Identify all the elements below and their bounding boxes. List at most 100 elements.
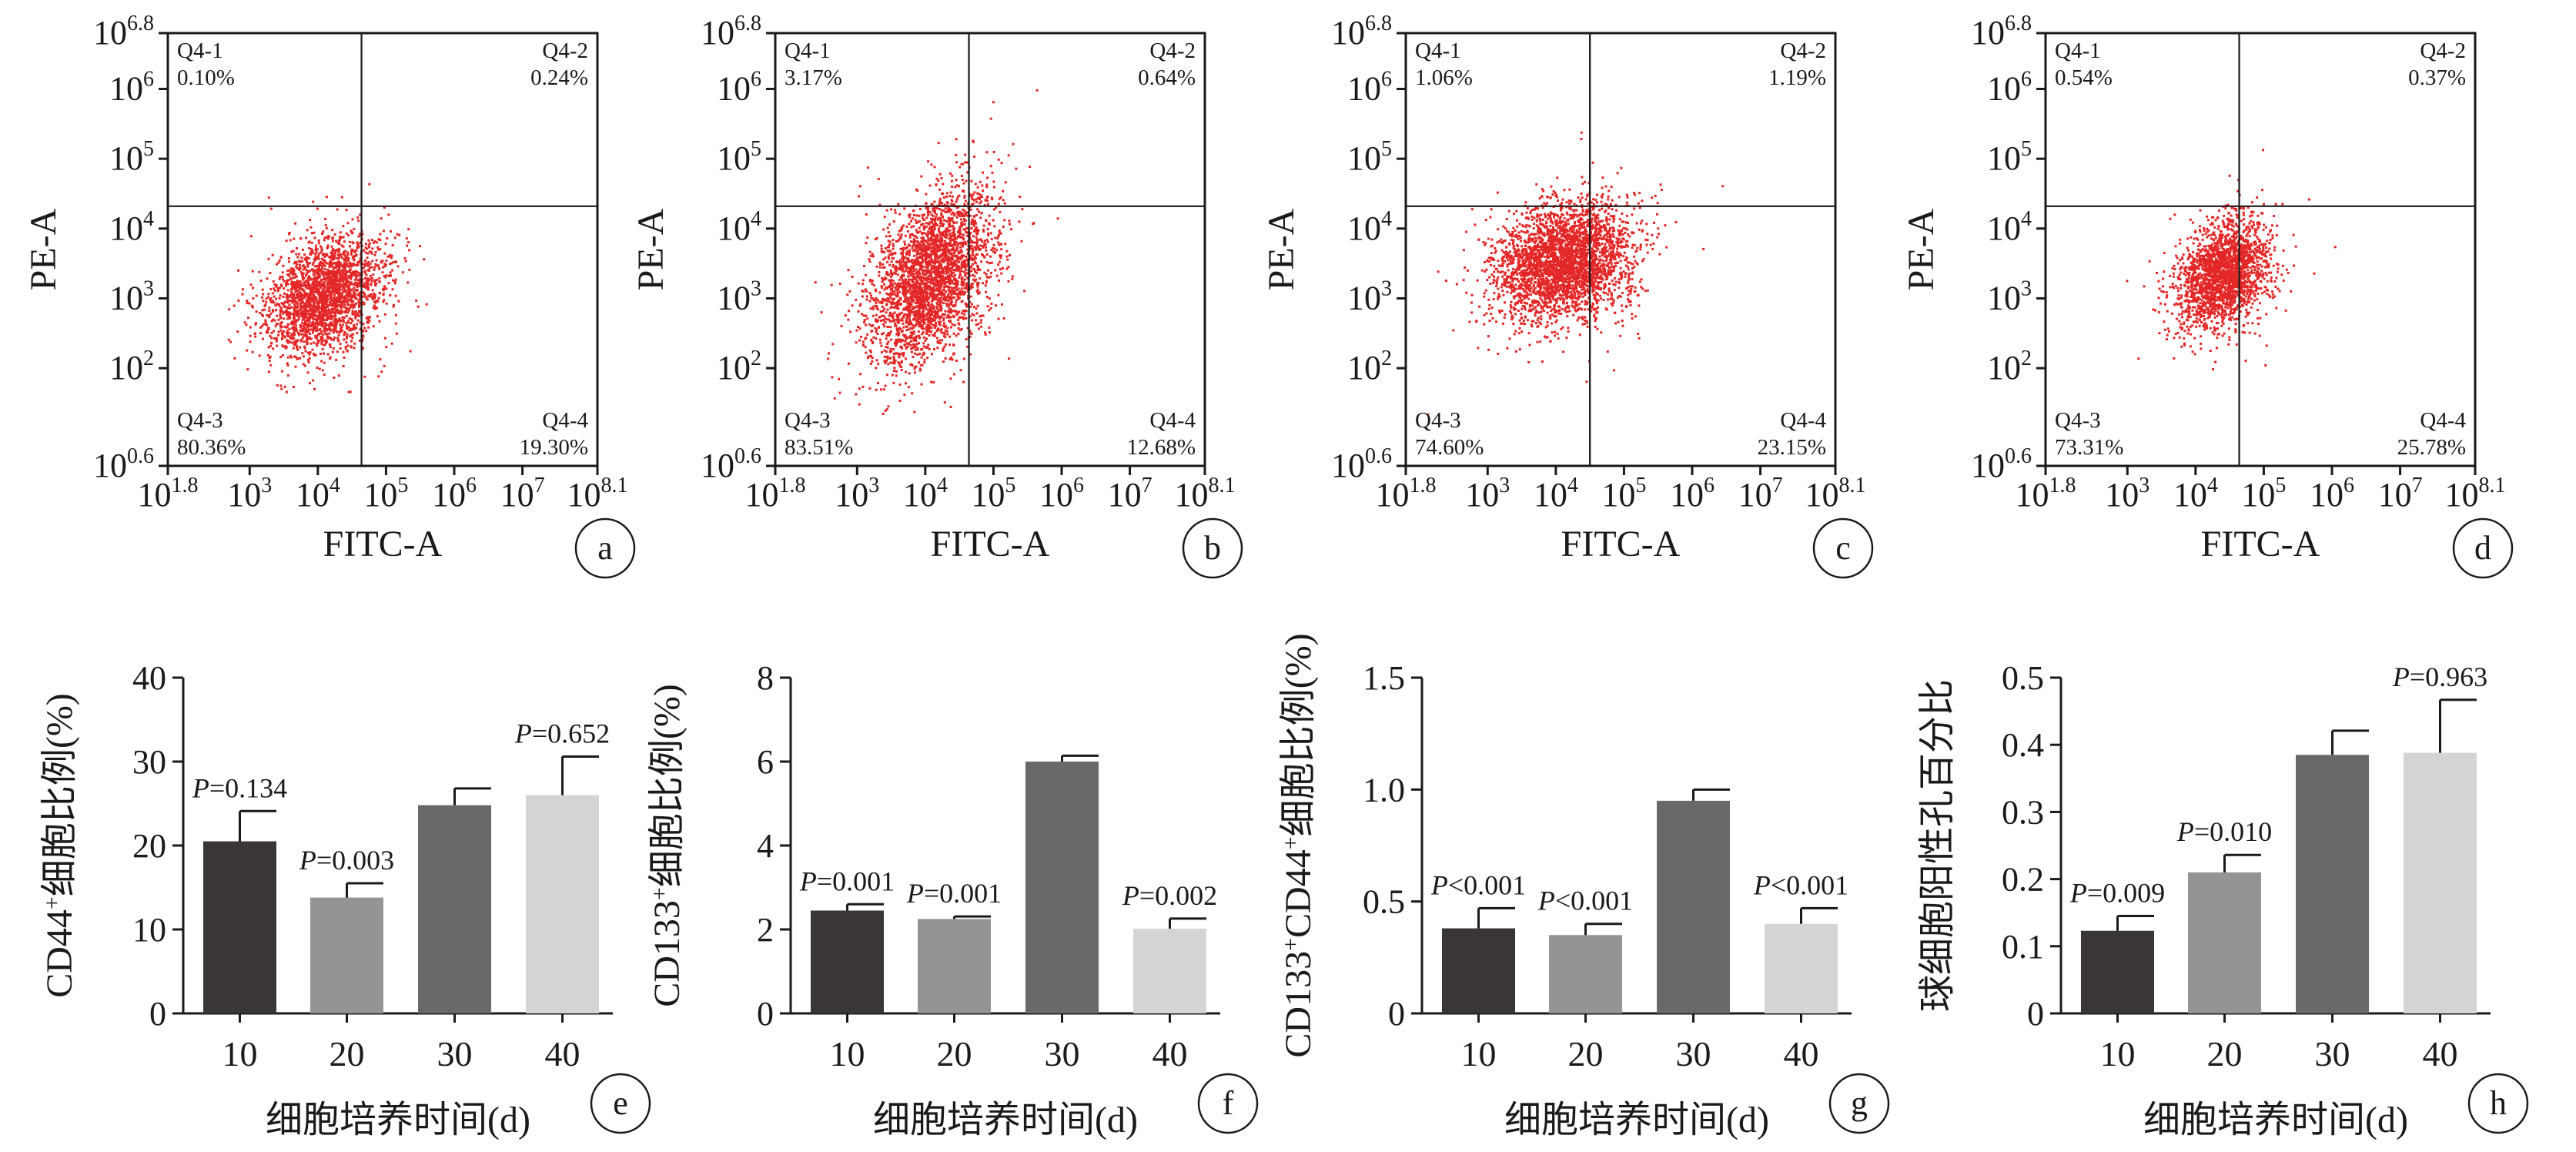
scatter-point [952, 231, 955, 234]
scatter-point [346, 222, 350, 225]
scatter-point [334, 266, 337, 269]
scatter-point [946, 333, 949, 336]
scatter-point [863, 321, 866, 323]
scatter-point [977, 323, 980, 326]
scatter-point [902, 353, 905, 356]
scatter-point [346, 333, 349, 336]
scatter-point [312, 290, 315, 293]
scatter-point [291, 292, 293, 295]
scatter-point [940, 214, 943, 217]
scatter-point [279, 294, 282, 297]
scatter-point [371, 289, 374, 292]
scatter-point [874, 288, 877, 291]
scatter-point [887, 286, 890, 289]
scatter-point [288, 327, 291, 330]
scatter-point [899, 353, 902, 356]
scatter-point [938, 256, 942, 260]
scatter-point [294, 365, 297, 368]
scatter-point [912, 262, 915, 265]
scatter-point [959, 369, 962, 372]
scatter-point [326, 236, 328, 239]
scatter-point [316, 315, 319, 318]
scatter-point [913, 352, 916, 355]
quadrant-name: Q4-3 [177, 408, 223, 433]
scatter-point [382, 289, 385, 292]
scatter-point [993, 251, 996, 254]
scatter-point [930, 276, 933, 279]
scatter-point [329, 316, 332, 319]
scatter-point [331, 265, 334, 268]
scatter-point [927, 277, 930, 280]
y-tick-label: 100.6 [93, 444, 154, 484]
scatter-point [864, 288, 867, 291]
scatter-point [333, 286, 336, 290]
scatter-point [299, 305, 302, 308]
scatter-point [934, 239, 937, 242]
scatter-point [335, 304, 338, 307]
scatter-point [312, 327, 315, 330]
scatter-point [940, 328, 943, 331]
scatter-point [915, 229, 918, 232]
scatter-point [900, 233, 903, 236]
scatter-point [1010, 228, 1013, 231]
scatter-point [861, 340, 865, 343]
scatter-point [370, 280, 373, 283]
scatter-point [353, 286, 356, 290]
scatter-point [326, 276, 329, 280]
scatter-point [326, 294, 330, 296]
scatter-point [949, 308, 952, 310]
scatter-point [337, 340, 340, 343]
scatter-point [394, 313, 397, 316]
scatter-point [927, 213, 930, 216]
scatter-point [951, 217, 954, 219]
scatter-point [286, 323, 289, 326]
scatter-point [338, 295, 341, 298]
scatter-point [364, 286, 367, 289]
scatter-point [305, 284, 308, 287]
scatter-point [971, 219, 974, 223]
scatter-point [840, 324, 843, 327]
scatter-point [337, 260, 340, 263]
scatter-point [292, 299, 295, 302]
scatter-point [348, 292, 351, 295]
scatter-point [343, 289, 346, 291]
scatter-point [350, 282, 352, 285]
scatter-point [337, 263, 340, 266]
scatter-point [356, 263, 360, 266]
scatter-point [304, 304, 307, 307]
scatter-point [332, 331, 335, 334]
scatter-point [330, 283, 333, 286]
scatter-point [349, 304, 352, 307]
scatter-point [977, 266, 979, 270]
scatter-point [935, 266, 938, 268]
scatter-point [922, 345, 925, 348]
scatter-point [322, 315, 325, 318]
scatter-point [332, 262, 335, 265]
scatter-point [915, 339, 918, 342]
scatter-point [337, 298, 340, 301]
scatter-point [1005, 249, 1009, 253]
scatter-point [887, 326, 889, 328]
scatter-point [359, 260, 362, 263]
scatter-point [898, 261, 901, 263]
scatter-point [356, 274, 359, 277]
scatter-point [919, 276, 922, 279]
scatter-point [1009, 254, 1011, 256]
scatter-point [265, 297, 268, 300]
scatter-point [956, 243, 959, 246]
scatter-point [327, 288, 330, 291]
scatter-point [303, 267, 306, 270]
scatter-point [295, 260, 298, 263]
scatter-point [368, 278, 371, 281]
scatter-point [331, 280, 334, 283]
y-tick-label: 103 [109, 276, 154, 316]
scatter-point [895, 352, 898, 355]
scatter-point [316, 317, 319, 320]
scatter-point [333, 311, 336, 314]
scatter-point [389, 294, 392, 296]
scatter-point [943, 345, 946, 348]
scatter-point [313, 269, 316, 272]
scatter-point [871, 253, 874, 256]
scatter-point [362, 295, 365, 298]
scatter-point [999, 196, 1002, 199]
